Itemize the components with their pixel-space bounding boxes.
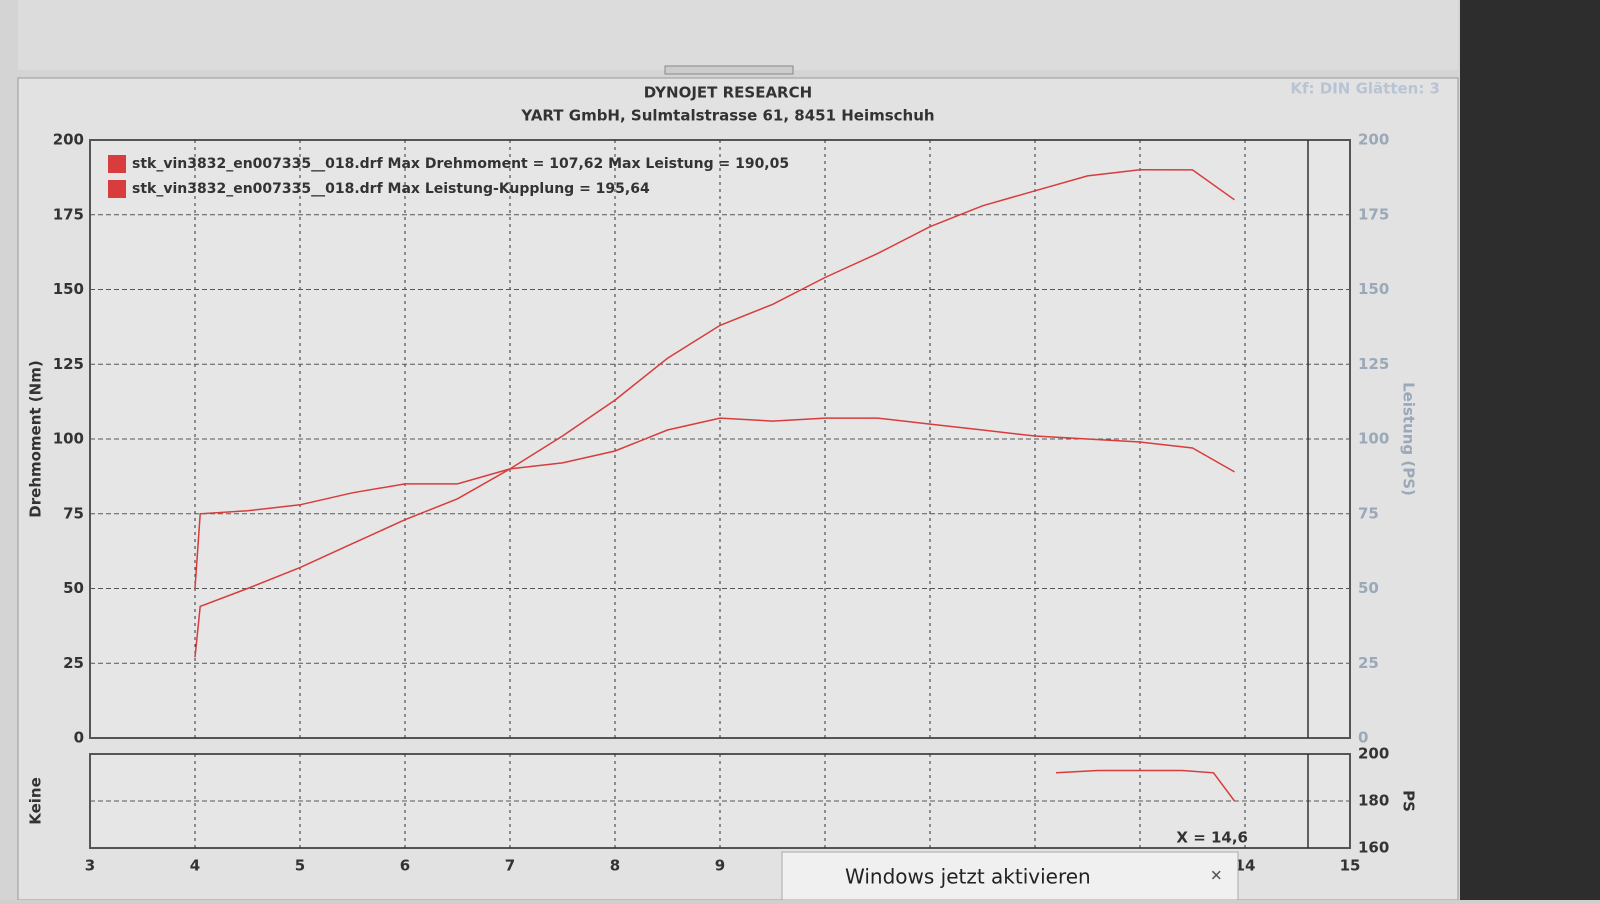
activation-popup[interactable]	[781, 851, 1239, 901]
legend-label: stk_vin3832_en007335__018.drf Max Leistu…	[132, 181, 650, 197]
y2-tick-label: 175	[1358, 205, 1389, 223]
x-tick-label: 9	[715, 857, 725, 875]
popup-close[interactable]: ✕	[1210, 867, 1223, 885]
data-line	[194, 417, 1235, 589]
y2-tick-label: 180	[1358, 792, 1389, 810]
y-tick-label: 150	[53, 280, 84, 298]
plot-layer: 0255075100125150175200025507510012515017…	[27, 131, 1418, 875]
x-tick-label: 6	[400, 857, 410, 875]
y2-tick-label: 0	[1358, 729, 1368, 747]
y-tick-label: 50	[63, 579, 84, 597]
cursor-label: X = 14,6	[1176, 829, 1248, 847]
x-tick-label: 7	[505, 857, 515, 875]
x-tick-label: 14	[1235, 857, 1256, 875]
chart-subtitle: YART GmbH, Sulmtalstrasse 61, 8451 Heims…	[520, 107, 934, 125]
y-axis-label: Keine	[27, 777, 45, 825]
y2-tick-label: 125	[1358, 355, 1389, 373]
splitter[interactable]	[664, 65, 794, 75]
y-tick-label: 175	[53, 205, 84, 223]
y-tick-label: 75	[63, 504, 84, 522]
y-axis-label: Drehmoment (Nm)	[27, 360, 45, 517]
y2-tick-label: 200	[1358, 745, 1389, 763]
y2-tick-label: 100	[1358, 430, 1389, 448]
y-tick-label: 200	[53, 131, 84, 149]
y2-tick-label: 150	[1358, 280, 1389, 298]
x-tick-label: 5	[295, 857, 305, 875]
y-tick-label: 100	[53, 430, 84, 448]
settings-note: Kf: DIN Glätten: 3	[1290, 80, 1440, 98]
y-tick-label: 25	[63, 654, 84, 672]
popup-title: Windows jetzt aktivieren	[845, 865, 1091, 889]
y-tick-label: 125	[53, 355, 84, 373]
y2-axis-label: PS	[1400, 790, 1418, 812]
data-line	[194, 169, 1235, 658]
y2-tick-label: 50	[1358, 579, 1379, 597]
chart-title: DYNOJET RESEARCH	[644, 84, 812, 102]
data-line	[1055, 769, 1236, 802]
x-tick-label: 4	[190, 857, 200, 875]
monitor-edge	[1460, 0, 1600, 900]
y2-axis-label: Leistung (PS)	[1400, 382, 1418, 496]
y2-tick-label: 160	[1358, 839, 1389, 857]
legend-label: stk_vin3832_en007335__018.drf Max Drehmo…	[132, 156, 789, 172]
x-tick-label: 8	[610, 857, 620, 875]
x-tick-label: 3	[85, 857, 95, 875]
legend-swatch	[108, 155, 126, 173]
legend-swatch	[108, 180, 126, 198]
y2-tick-label: 25	[1358, 654, 1379, 672]
y2-tick-label: 200	[1358, 131, 1389, 149]
top-panel	[18, 0, 1458, 70]
y-tick-label: 0	[74, 729, 84, 747]
y2-tick-label: 75	[1358, 504, 1379, 522]
x-tick-label: 15	[1340, 857, 1361, 875]
